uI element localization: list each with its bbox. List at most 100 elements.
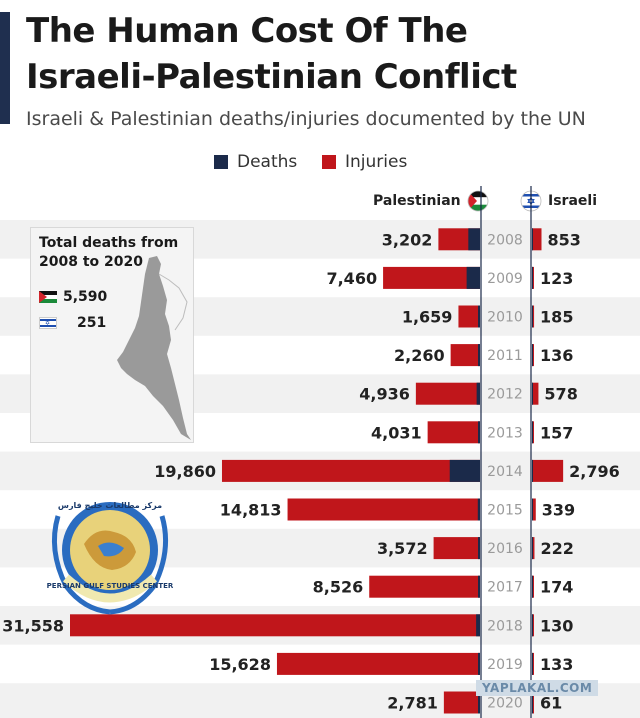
palestinian-deaths-bar: [449, 459, 480, 482]
israeli-column-header: Israeli: [548, 190, 597, 212]
year-label: 2019: [487, 657, 523, 673]
israeli-deaths-bar: [532, 266, 533, 289]
palestinian-deaths-bar: [478, 421, 480, 444]
palestinian-value-label: 19,860: [154, 462, 216, 481]
israeli-deaths-bar: [532, 575, 533, 598]
israeli-value-label: 222: [540, 539, 573, 558]
palestinian-value-label: 14,813: [220, 501, 282, 520]
site-watermark: YAPLAKAL.COM: [476, 680, 599, 696]
inset-palestinian-row: 5,590: [39, 288, 107, 306]
israeli-value-label: 339: [542, 501, 575, 520]
year-label: 2020: [487, 696, 523, 712]
year-label: 2013: [487, 425, 523, 441]
israeli-injuries-bar: [532, 228, 542, 251]
israeli-flag-icon: ✡: [39, 317, 57, 329]
palestinian-injuries-bar: [369, 575, 480, 598]
israeli-deaths-bar: [532, 537, 533, 560]
israeli-value-label: 123: [540, 269, 573, 288]
palestinian-injuries-bar: [415, 382, 480, 405]
legend-deaths-label: Deaths: [237, 152, 298, 172]
palestinian-value-label: 1,659: [402, 308, 453, 327]
palestinian-value-label: 4,031: [371, 423, 422, 442]
palestinian-injuries-bar: [383, 266, 480, 289]
year-label: 2010: [487, 310, 523, 326]
logo-text: PERSIAN GULF STUDIES CENTER: [47, 582, 174, 590]
palestinian-value-label: 4,936: [359, 385, 410, 404]
logo-arabic-text: مركز مطالعات خليج فارس: [58, 501, 162, 511]
israeli-value-label: 61: [540, 694, 562, 713]
palestinian-value-label: 31,558: [2, 616, 64, 635]
palestinian-injuries-bar: [443, 691, 480, 714]
palestinian-value-label: 2,781: [387, 694, 438, 713]
palestinian-value-label: 2,260: [394, 346, 445, 365]
palestinian-deaths-bar: [476, 614, 480, 637]
israeli-injuries-bar: [532, 498, 536, 521]
israeli-value-label: 2,796: [569, 462, 620, 481]
israeli-deaths-bar: [532, 382, 533, 405]
palestinian-deaths-bar: [478, 652, 480, 675]
palestinian-injuries-bar: [427, 421, 480, 444]
israeli-deaths-bar: [532, 691, 533, 714]
israeli-deaths-bar: [532, 344, 533, 367]
palestinian-deaths-bar: [478, 575, 480, 598]
palestinian-value-label: 15,628: [209, 655, 271, 674]
title-accent-bar: [0, 12, 10, 124]
page-title: The Human Cost Of The Israeli-Palestinia…: [26, 8, 517, 100]
israeli-deaths-bar: [532, 228, 533, 251]
year-label: 2016: [487, 541, 523, 557]
palestinian-value-label: 3,572: [377, 539, 428, 558]
israeli-value-label: 133: [540, 655, 573, 674]
year-label: 2011: [487, 348, 523, 364]
palestinian-injuries-bar: [70, 614, 480, 637]
israeli-value-label: 157: [540, 423, 573, 442]
palestinian-injuries-bar: [458, 305, 480, 328]
palestinian-injuries-bar: [287, 498, 480, 521]
palestinian-deaths-bar: [466, 266, 480, 289]
israeli-injuries-bar: [532, 537, 535, 560]
year-label: 2018: [487, 618, 523, 634]
year-label: 2012: [487, 387, 523, 403]
israeli-value-label: 853: [548, 230, 581, 249]
israeli-injuries-bar: [532, 382, 539, 405]
chart-legend: Deaths Injuries: [0, 150, 640, 174]
palestinian-value-label: 3,202: [382, 230, 433, 249]
israeli-column-label: Israeli: [548, 193, 597, 209]
israeli-value-label: 174: [540, 578, 573, 597]
palestinian-flag-icon: [39, 291, 57, 303]
page-subtitle: Israeli & Palestinian deaths/injuries do…: [26, 108, 586, 130]
israeli-value-label: 578: [544, 385, 577, 404]
israeli-deaths-bar: [532, 614, 533, 637]
title-line-1: The Human Cost Of The: [26, 11, 468, 51]
israeli-value-label: 130: [540, 616, 573, 635]
year-label: 2009: [487, 271, 523, 287]
legend-deaths-swatch: [214, 155, 228, 169]
inset-israeli-total: 251: [77, 315, 107, 331]
israeli-deaths-bar: [532, 421, 533, 444]
israeli-deaths-bar: [532, 459, 533, 482]
inset-israeli-row: ✡ 251: [39, 314, 106, 332]
title-line-2: Israeli-Palestinian Conflict: [26, 57, 517, 97]
year-label: 2015: [487, 503, 523, 519]
persian-gulf-studies-center-logo: مركز مطالعات خليج فارس PERSIAN GULF STUD…: [47, 501, 174, 615]
palestinian-deaths-bar: [478, 344, 480, 367]
israeli-value-label: 185: [540, 308, 573, 327]
palestinian-injuries-bar: [433, 537, 480, 560]
palestinian-deaths-bar: [476, 382, 480, 405]
legend-injuries-swatch: [322, 155, 336, 169]
israeli-value-label: 136: [540, 346, 573, 365]
year-label: 2014: [487, 464, 523, 480]
israeli-deaths-bar: [532, 652, 533, 675]
palestinian-flag-icon: [467, 190, 489, 212]
palestinian-column-label: Palestinian: [373, 193, 461, 209]
palestinian-deaths-bar: [468, 228, 480, 251]
palestinian-value-label: 7,460: [326, 269, 377, 288]
palestinian-deaths-bar: [478, 537, 480, 560]
year-label: 2017: [487, 580, 523, 596]
year-label: 2008: [487, 232, 523, 248]
israel-map-silhouette: [117, 256, 191, 440]
inset-title: Total deaths from 2008 to 2020: [39, 235, 179, 270]
palestinian-injuries-bar: [276, 652, 480, 675]
palestinian-column-header: Palestinian: [373, 190, 461, 212]
palestinian-deaths-bar: [478, 691, 480, 714]
israeli-deaths-bar: [532, 498, 533, 521]
